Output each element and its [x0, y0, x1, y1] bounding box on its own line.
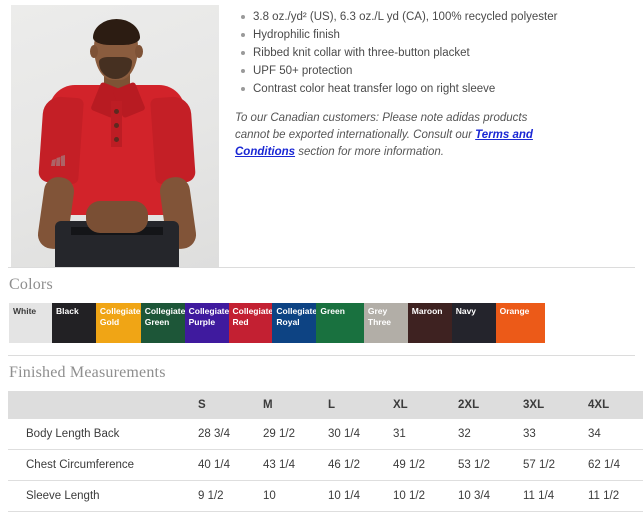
measurement-value: 10: [263, 480, 328, 512]
polo-button-3: [114, 137, 119, 142]
measurement-label: Body Length Back: [8, 419, 198, 450]
measurement-value: 40 1/4: [198, 449, 263, 481]
column-header-2xl: 2XL: [458, 391, 523, 419]
measurement-value: 34: [588, 419, 643, 450]
color-swatch-collegiate-red[interactable]: Collegiate Red: [228, 303, 273, 343]
feature-item: Hydrophilic finish: [241, 26, 633, 44]
polo-right-sleeve: [150, 95, 196, 185]
model-beard: [99, 57, 132, 79]
column-header-blank: [8, 391, 198, 419]
column-header-xl: XL: [393, 391, 458, 419]
table-row: Chest Circumference 40 1/4 43 1/4 46 1/2 49 …: [8, 449, 643, 481]
polo-button-2: [114, 123, 119, 128]
column-header-s: S: [198, 391, 263, 419]
note-text-after: section for more information.: [295, 146, 444, 158]
adidas-logo-icon: [51, 155, 65, 166]
column-header-3xl: 3XL: [523, 391, 588, 419]
color-swatch-label: Orange: [499, 306, 530, 316]
measurement-value: 11 1/2: [588, 480, 643, 512]
measurement-value: 10 1/4: [328, 480, 393, 512]
measurement-label: Sleeve Length: [8, 480, 198, 512]
color-swatch-black[interactable]: Black: [51, 303, 96, 343]
color-swatch-label: Collegiate Green: [144, 306, 185, 327]
measurement-value: 32: [458, 419, 523, 450]
color-swatch-maroon[interactable]: Maroon: [407, 303, 452, 343]
measurement-value: 29 1/2: [263, 419, 328, 450]
measurement-value: 28 3/4: [198, 419, 263, 450]
table-body: Body Length Back 28 3/4 29 1/2 30 1/4 31 32 33…: [8, 419, 643, 512]
product-details: 3.8 oz./yd² (US), 6.3 oz./L yd (CA), 100…: [219, 0, 643, 173]
table-head: S M L XL 2XL 3XL 4XL: [8, 391, 643, 419]
measurement-value: 10 3/4: [458, 480, 523, 512]
measurement-value: 11 1/4: [523, 480, 588, 512]
feature-list: 3.8 oz./yd² (US), 6.3 oz./L yd (CA), 100…: [235, 8, 633, 98]
color-swatch-label: White: [13, 306, 37, 316]
column-header-m: M: [263, 391, 328, 419]
measurement-value: 30 1/4: [328, 419, 393, 450]
finished-measurements-table: S M L XL 2XL 3XL 4XL Body Length Back 28 3/4 29 …: [8, 391, 643, 512]
color-swatch-label: Grey Three: [367, 306, 392, 327]
color-swatch-label: Black: [55, 306, 79, 316]
measurement-value: 53 1/2: [458, 449, 523, 481]
measurements-divider: [8, 355, 635, 356]
color-swatch-white[interactable]: White: [9, 303, 52, 343]
feature-item: Contrast color heat transfer logo on rig…: [241, 80, 633, 98]
measurement-value: 9 1/2: [198, 480, 263, 512]
feature-item: Ribbed knit collar with three-button pla…: [241, 44, 633, 62]
measurement-value: 10 1/2: [393, 480, 458, 512]
color-swatch-label: Collegiate Royal: [276, 306, 317, 327]
colors-divider: [8, 267, 635, 268]
measurement-value: 62 1/4: [588, 449, 643, 481]
model-hands: [86, 201, 148, 233]
color-swatch-collegiate-gold[interactable]: Collegiate Gold: [95, 303, 141, 343]
color-swatch-collegiate-green[interactable]: Collegiate Green: [140, 303, 185, 343]
feature-item: UPF 50+ protection: [241, 62, 633, 80]
color-swatch-navy[interactable]: Navy: [451, 303, 496, 343]
feature-item: 3.8 oz./yd² (US), 6.3 oz./L yd (CA), 100…: [241, 8, 633, 26]
color-swatch-label: Maroon: [411, 306, 443, 316]
column-header-4xl: 4XL: [588, 391, 643, 419]
color-swatch-label: Collegiate Red: [232, 306, 273, 327]
table-row: Body Length Back 28 3/4 29 1/2 30 1/4 31 32 33…: [8, 419, 643, 450]
product-overview: 3.8 oz./yd² (US), 6.3 oz./L yd (CA), 100…: [11, 0, 643, 267]
canadian-customers-note: To our Canadian customers: Please note a…: [235, 110, 565, 161]
table-row: Sleeve Length 9 1/2 10 10 1/4 10 1/2 10 3/4 11…: [8, 480, 643, 512]
terms-and-conditions-link[interactable]: Terms and Conditions: [235, 129, 533, 158]
note-text-before: To our Canadian customers: Please note a…: [235, 112, 528, 141]
measurement-value: 57 1/2: [523, 449, 588, 481]
product-image[interactable]: [11, 5, 219, 267]
color-swatch-collegiate-purple[interactable]: Collegiate Purple: [184, 303, 229, 343]
colors-heading: Colors: [9, 276, 53, 293]
measurement-value: 46 1/2: [328, 449, 393, 481]
measurement-value: 33: [523, 419, 588, 450]
model-ear-left: [90, 45, 98, 58]
color-swatch-collegiate-royal[interactable]: Collegiate Royal: [272, 303, 317, 343]
measurement-value: 43 1/4: [263, 449, 328, 481]
measurement-value: 49 1/2: [393, 449, 458, 481]
color-swatch-label: Collegiate Purple: [188, 306, 229, 327]
color-swatch-label: Collegiate Gold: [99, 306, 141, 327]
column-header-l: L: [328, 391, 393, 419]
polo-left-sleeve: [38, 95, 84, 185]
polo-button-1: [114, 109, 119, 114]
color-swatch-orange[interactable]: Orange: [495, 303, 545, 343]
measurement-label: Chest Circumference: [8, 449, 198, 481]
model-hair: [93, 19, 140, 45]
color-swatch-label: Green: [320, 306, 345, 316]
measurement-value: 31: [393, 419, 458, 450]
table-header-row: S M L XL 2XL 3XL 4XL: [8, 391, 643, 419]
color-swatch-grey-three[interactable]: Grey Three: [363, 303, 408, 343]
color-swatch-list: White Black Collegiate Gold Collegiate Gree…: [9, 303, 545, 343]
color-swatch-label: Navy: [455, 306, 477, 316]
measurements-heading: Finished Measurements: [9, 364, 166, 381]
model-ear-right: [135, 45, 143, 58]
color-swatch-green[interactable]: Green: [316, 303, 364, 343]
